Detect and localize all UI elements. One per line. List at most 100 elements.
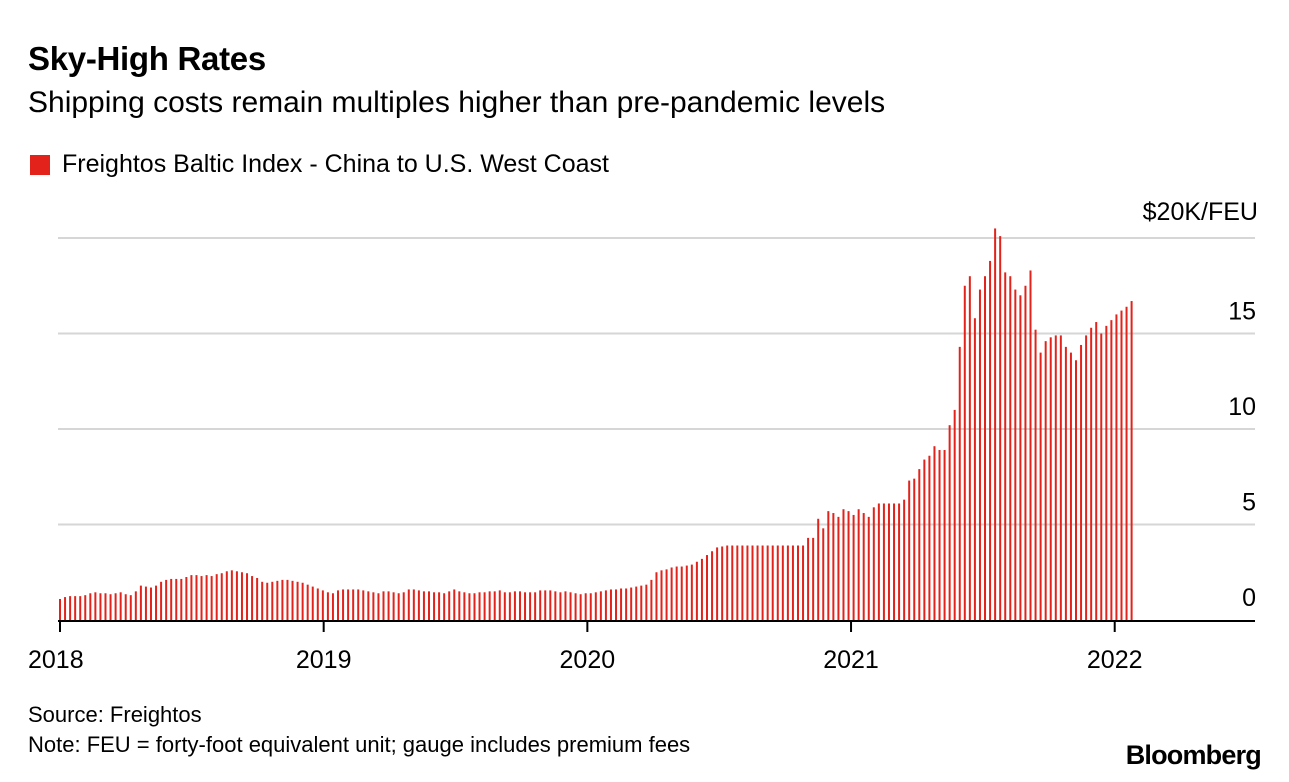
data-bar [736, 545, 739, 620]
legend-swatch [30, 154, 50, 175]
x-tick-label: 2021 [823, 646, 879, 674]
data-bar [700, 558, 703, 620]
data-bar [1034, 329, 1037, 620]
data-bar [1024, 285, 1027, 620]
data-bar [554, 591, 557, 620]
data-bar [796, 545, 799, 620]
data-bar [114, 593, 117, 620]
data-bar [347, 589, 350, 620]
data-bar [215, 574, 218, 620]
data-bar [513, 591, 516, 620]
data-bar [200, 576, 203, 620]
data-bar [524, 592, 527, 620]
data-bar [377, 593, 380, 620]
data-bar [756, 545, 759, 620]
bloomberg-logo: Bloomberg [1125, 740, 1262, 770]
data-bar [534, 592, 537, 620]
data-bar [706, 555, 708, 620]
data-bar [559, 592, 562, 620]
data-bar [645, 584, 648, 620]
data-bar [427, 591, 430, 620]
data-bar [180, 578, 183, 620]
data-bar [604, 590, 607, 620]
data-bar [165, 579, 168, 620]
data-bar [296, 581, 299, 620]
data-bar [751, 545, 754, 620]
data-bar [59, 598, 61, 620]
data-bar [741, 545, 744, 620]
data-bar [690, 564, 693, 620]
data-bar [89, 593, 92, 620]
data-bar [640, 585, 643, 620]
data-bar [271, 581, 274, 620]
data-bar [1059, 335, 1062, 620]
data-bar [129, 595, 132, 620]
data-bar [746, 545, 749, 620]
data-bar [220, 573, 223, 620]
data-bar [579, 594, 582, 620]
data-bar [443, 593, 446, 620]
data-bar [943, 450, 946, 620]
data-bar [306, 584, 309, 620]
data-bar [872, 507, 875, 620]
data-bar [99, 593, 102, 620]
data-bar [1130, 301, 1133, 620]
data-bar [898, 503, 901, 620]
data-bar [994, 228, 997, 620]
data-bar [726, 545, 729, 620]
data-bar [973, 318, 976, 620]
data-bar [812, 537, 815, 620]
data-bar [791, 545, 794, 620]
data-bar [1110, 320, 1113, 620]
data-bar [1080, 344, 1083, 620]
data-bar [1115, 314, 1118, 620]
data-bar [1049, 337, 1052, 620]
data-bar [235, 571, 238, 620]
data-bar [680, 566, 683, 620]
data-bar [402, 592, 405, 620]
data-bar [448, 591, 451, 620]
data-bar [655, 572, 658, 620]
data-bar [246, 573, 249, 620]
data-bar [1009, 276, 1012, 620]
data-bar [771, 545, 774, 620]
data-bar [1019, 295, 1022, 620]
data-bar [695, 561, 698, 620]
data-bar [367, 591, 370, 620]
data-bar [574, 593, 577, 620]
data-bar [498, 590, 501, 620]
data-bar [822, 528, 825, 620]
data-bar [847, 511, 850, 620]
data-bar [958, 346, 961, 620]
data-bar [837, 516, 840, 620]
data-bar [144, 586, 147, 620]
data-bar [185, 577, 188, 620]
data-bar [928, 455, 931, 620]
data-bar [877, 503, 880, 620]
data-bar [331, 593, 334, 620]
data-bar [817, 518, 820, 620]
data-bar [882, 503, 885, 620]
data-bar [422, 591, 425, 620]
data-bar [190, 575, 193, 620]
data-bar [453, 589, 456, 620]
data-bar [761, 545, 764, 620]
x-axis [58, 620, 1255, 632]
data-bar [518, 591, 521, 620]
data-bar [1120, 310, 1123, 620]
data-bar [594, 592, 597, 620]
data-bar [842, 509, 845, 620]
data-bar [468, 593, 471, 620]
footnote: Note: FEU = forty-foot equivalent unit; … [28, 732, 691, 757]
data-bar [609, 589, 612, 620]
data-bar [286, 579, 289, 620]
data-bar [276, 580, 279, 620]
data-bar [149, 587, 152, 620]
data-bar [256, 577, 259, 620]
data-bar [387, 591, 390, 620]
data-bar [458, 591, 461, 620]
data-bar [261, 581, 264, 620]
data-bar [84, 595, 87, 620]
data-bar [999, 236, 1002, 620]
data-bar [569, 592, 572, 620]
